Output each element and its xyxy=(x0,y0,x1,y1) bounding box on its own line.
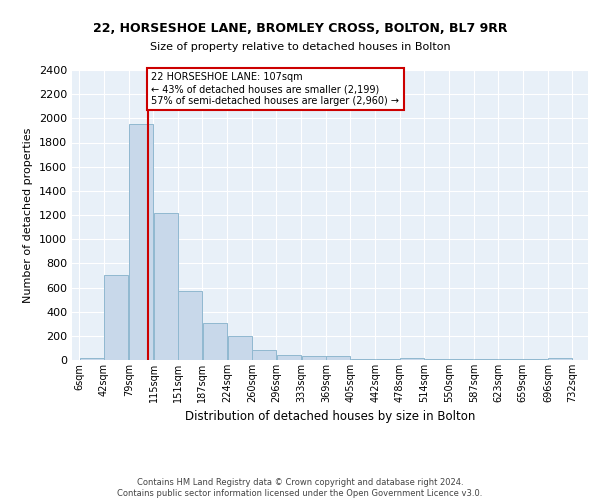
Bar xyxy=(326,356,350,360)
Bar xyxy=(252,350,276,360)
Bar xyxy=(104,276,128,360)
Bar xyxy=(129,124,154,360)
Text: Size of property relative to detached houses in Bolton: Size of property relative to detached ho… xyxy=(149,42,451,52)
Text: 22 HORSESHOE LANE: 107sqm
← 43% of detached houses are smaller (2,199)
57% of se: 22 HORSESHOE LANE: 107sqm ← 43% of detac… xyxy=(151,72,400,106)
Bar xyxy=(277,355,301,360)
Text: 22, HORSESHOE LANE, BROMLEY CROSS, BOLTON, BL7 9RR: 22, HORSESHOE LANE, BROMLEY CROSS, BOLTO… xyxy=(93,22,507,36)
Bar xyxy=(400,358,424,360)
Y-axis label: Number of detached properties: Number of detached properties xyxy=(23,128,34,302)
Bar xyxy=(548,358,572,360)
Bar xyxy=(178,291,202,360)
Bar xyxy=(302,356,326,360)
Bar xyxy=(154,212,178,360)
Bar xyxy=(227,336,252,360)
Text: Contains HM Land Registry data © Crown copyright and database right 2024.
Contai: Contains HM Land Registry data © Crown c… xyxy=(118,478,482,498)
Bar xyxy=(80,358,104,360)
Bar xyxy=(203,323,227,360)
X-axis label: Distribution of detached houses by size in Bolton: Distribution of detached houses by size … xyxy=(185,410,475,424)
